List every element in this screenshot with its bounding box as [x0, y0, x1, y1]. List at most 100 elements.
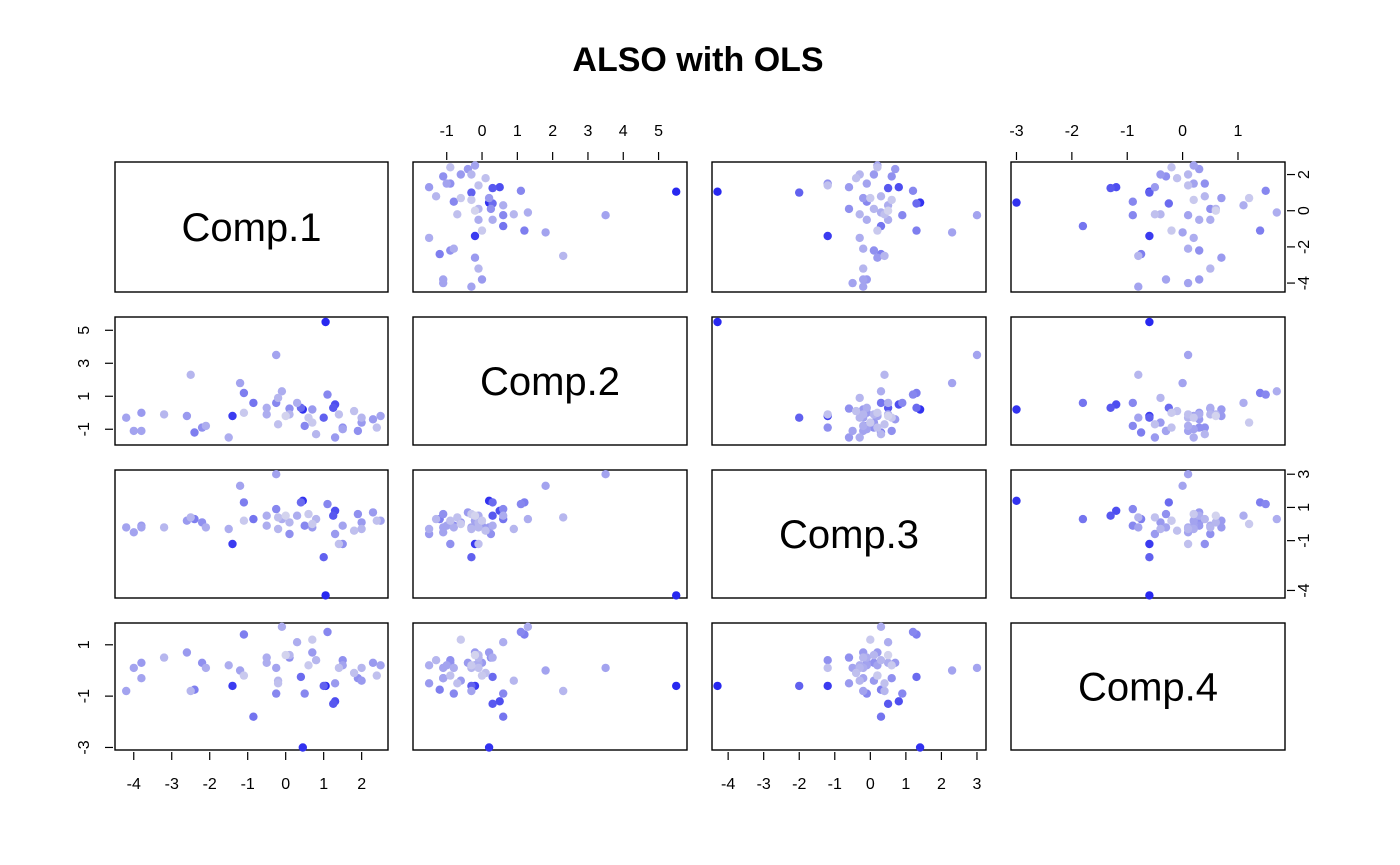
- data-point: [887, 426, 896, 436]
- data-point: [159, 653, 169, 662]
- data-point: [1172, 174, 1182, 183]
- data-point: [1012, 405, 1021, 414]
- data-point: [439, 509, 448, 519]
- data-point: [873, 253, 882, 262]
- tick-label: -4: [1296, 276, 1313, 290]
- data-point: [520, 226, 529, 235]
- panel-frame: [711, 161, 987, 293]
- x-axis-comp2-top: -1 0 1 2 3 4 5: [440, 123, 663, 160]
- data-point: [281, 650, 290, 660]
- data-point: [844, 183, 854, 192]
- data-point: [1183, 278, 1193, 288]
- data-point: [228, 411, 237, 421]
- data-point: [470, 650, 480, 660]
- panel-1-3: [711, 161, 987, 293]
- data-point: [1183, 350, 1193, 360]
- data-point: [1183, 181, 1193, 190]
- data-point: [446, 539, 455, 549]
- data-point: [873, 226, 882, 235]
- data-point: [292, 638, 302, 647]
- data-point: [883, 699, 893, 708]
- data-point: [435, 249, 444, 259]
- data-point: [1239, 398, 1248, 408]
- tick-label: -2: [1065, 123, 1079, 140]
- data-point: [1200, 179, 1210, 188]
- data-point: [249, 398, 258, 408]
- data-point: [1150, 529, 1160, 539]
- data-point: [484, 743, 494, 752]
- data-point: [1195, 215, 1204, 224]
- data-point: [713, 681, 722, 691]
- data-point: [262, 410, 271, 419]
- data-point: [1178, 378, 1187, 388]
- data-point: [182, 411, 192, 421]
- x-axis-comp1-bottom: -4 -3 -2 -1 0 1 2: [127, 752, 366, 793]
- data-point: [319, 681, 328, 691]
- data-point: [334, 410, 344, 419]
- data-point: [523, 514, 533, 524]
- data-point: [823, 423, 832, 432]
- data-point: [876, 387, 886, 396]
- data-point: [329, 403, 338, 412]
- data-point: [285, 404, 294, 413]
- data-point: [311, 430, 321, 439]
- data-point: [298, 743, 307, 752]
- data-point: [880, 420, 889, 429]
- data-point: [1178, 481, 1187, 490]
- data-point: [330, 529, 340, 539]
- panel-3-1: [114, 469, 389, 600]
- data-point: [137, 658, 146, 667]
- data-point: [1217, 405, 1226, 414]
- tick-label: 3: [584, 123, 593, 140]
- data-point: [883, 206, 893, 215]
- data-point: [908, 627, 918, 637]
- data-point: [431, 514, 441, 524]
- data-point: [321, 591, 330, 600]
- data-point: [424, 661, 434, 670]
- chart-title: ALSO with OLS: [572, 41, 823, 79]
- data-point: [474, 663, 483, 673]
- data-point: [883, 638, 893, 647]
- data-point: [239, 388, 249, 398]
- data-point: [1156, 393, 1165, 403]
- tick-label: -1: [1296, 533, 1313, 547]
- data-point: [844, 679, 854, 688]
- data-point: [823, 181, 832, 190]
- data-point: [1189, 161, 1198, 170]
- data-point: [272, 663, 281, 673]
- data-point: [1128, 421, 1138, 431]
- tick-label: -3: [757, 776, 771, 793]
- data-point: [439, 528, 448, 537]
- data-point: [601, 470, 610, 479]
- data-point: [435, 685, 444, 694]
- data-point: [424, 183, 434, 192]
- panel-3-4: [1010, 469, 1286, 600]
- data-point: [296, 498, 306, 507]
- data-point: [273, 393, 283, 403]
- data-point: [449, 689, 458, 698]
- data-point: [559, 513, 568, 522]
- data-point: [1150, 513, 1160, 522]
- tick-label: -1: [76, 422, 93, 436]
- data-point: [1189, 233, 1198, 243]
- data-point: [541, 228, 550, 237]
- data-point: [859, 653, 868, 662]
- data-point: [308, 648, 317, 657]
- data-point: [439, 278, 448, 288]
- data-point: [1172, 526, 1182, 535]
- data-point: [1217, 193, 1226, 203]
- data-point: [869, 246, 879, 255]
- data-point: [122, 686, 131, 696]
- data-point: [439, 172, 448, 181]
- panel-frame: [1010, 622, 1286, 751]
- data-point: [228, 539, 237, 549]
- tick-label: -4: [1296, 583, 1313, 597]
- y-axis-comp1-right: 2 0 -2 -4: [1287, 170, 1313, 290]
- data-point: [488, 498, 497, 507]
- tick-label: -4: [721, 776, 735, 793]
- data-point: [249, 514, 258, 524]
- data-point: [1195, 275, 1204, 284]
- panel-4-2: [412, 622, 688, 752]
- data-point: [1244, 519, 1254, 529]
- data-point: [495, 697, 504, 706]
